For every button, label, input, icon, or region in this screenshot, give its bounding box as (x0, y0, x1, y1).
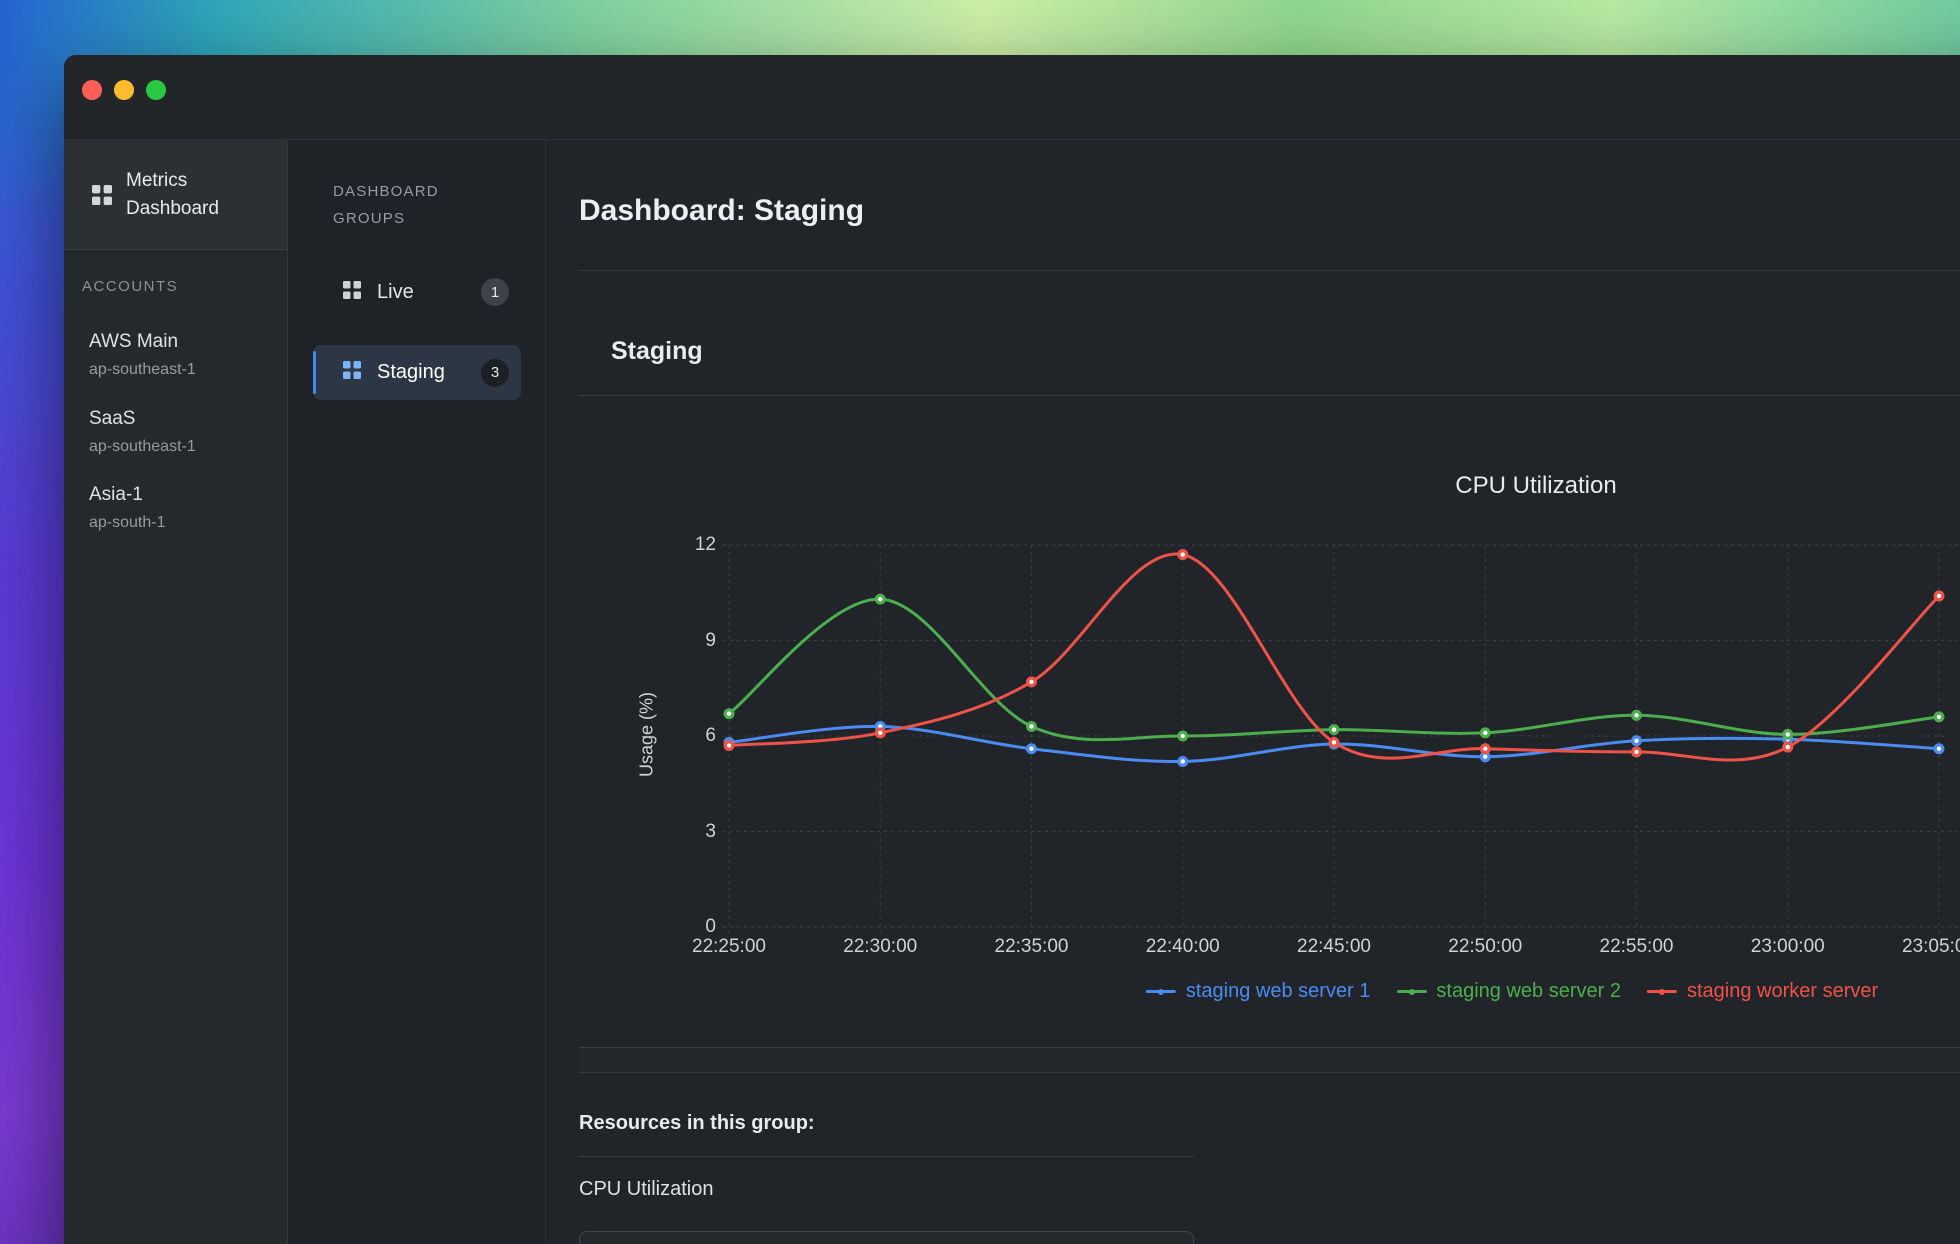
dashboard-groups-column: DASHBOARD GROUPS Live 1 (288, 140, 546, 1244)
group-grid-icon (343, 281, 361, 304)
group-label: Live (377, 281, 481, 304)
app-title-line1: Metrics (126, 167, 219, 195)
account-region: ap-south-1 (89, 513, 275, 533)
legend-label: staging web server 2 (1436, 980, 1621, 1003)
group-count-badge: 3 (481, 359, 509, 387)
app-title-line2: Dashboard (126, 195, 219, 223)
zoom-button[interactable] (146, 80, 166, 100)
account-region: ap-southeast-1 (89, 360, 275, 380)
group-item-staging[interactable]: Staging 3 (313, 345, 521, 400)
legend-marker-icon (1647, 985, 1677, 998)
x-tick-label: 22:30:00 (810, 936, 950, 958)
dashboard-groups-label-line1: DASHBOARD (333, 178, 493, 205)
legend-label: staging worker server (1687, 980, 1878, 1003)
cpu-chart-region: CPU Utilization Usage (%) staging web se… (546, 440, 1960, 1025)
account-region: ap-southeast-1 (89, 437, 275, 457)
resource-select[interactable]: × (579, 1231, 1194, 1244)
divider (579, 270, 1960, 271)
legend-label: staging web server 1 (1186, 980, 1371, 1003)
divider (579, 395, 1960, 396)
app-home-tile[interactable]: Metrics Dashboard (64, 140, 287, 250)
accounts-sidebar: Metrics Dashboard ACCOUNTS AWS Main ap-s… (64, 140, 288, 1244)
group-label: Staging (377, 361, 481, 384)
clear-icon[interactable]: × (1137, 1238, 1149, 1244)
panel-title: Staging (611, 337, 703, 366)
account-name: Asia-1 (89, 483, 275, 507)
minimize-button[interactable] (114, 80, 134, 100)
app-window: Metrics Dashboard ACCOUNTS AWS Main ap-s… (64, 55, 1960, 1244)
group-grid-icon (343, 361, 361, 384)
account-name: SaaS (89, 407, 275, 431)
legend-marker-icon (1396, 985, 1426, 998)
page-title: Dashboard: Staging (579, 194, 864, 228)
resources-heading: Resources in this group: (579, 1112, 815, 1135)
x-tick-label: 22:50:00 (1415, 936, 1555, 958)
x-tick-label: 22:45:00 (1264, 936, 1404, 958)
sidebar-item-asia-1[interactable]: Asia-1 ap-south-1 (89, 483, 275, 533)
y-tick-label: 12 (546, 534, 716, 556)
y-tick-label: 3 (546, 821, 716, 843)
traffic-lights (82, 80, 166, 100)
x-tick-label: 22:25:00 (659, 936, 799, 958)
section-strip (579, 1047, 1960, 1073)
dashboard-groups-label: DASHBOARD GROUPS (333, 178, 493, 232)
dashboard-groups-label-line2: GROUPS (333, 205, 493, 232)
y-tick-label: 9 (546, 630, 716, 652)
sidebar-item-aws-main[interactable]: AWS Main ap-southeast-1 (89, 330, 275, 380)
resource-item-label: CPU Utilization (579, 1178, 713, 1201)
group-count-badge: 1 (481, 278, 509, 306)
x-tick-label: 22:55:00 (1567, 936, 1707, 958)
account-name: AWS Main (89, 330, 275, 354)
legend-marker-icon (1146, 985, 1176, 998)
x-tick-label: 23:05:00 (1869, 936, 1960, 958)
divider (579, 1047, 1960, 1048)
legend-item[interactable]: staging worker server (1647, 980, 1878, 1003)
legend-item[interactable]: staging web server 1 (1146, 980, 1371, 1003)
group-item-live[interactable]: Live 1 (313, 266, 521, 318)
accounts-section-label: ACCOUNTS (82, 278, 178, 295)
x-tick-label: 23:00:00 (1718, 936, 1858, 958)
y-tick-label: 0 (546, 916, 716, 938)
divider (579, 1156, 1194, 1157)
dashboard-grid-icon (92, 185, 112, 210)
chart-title: CPU Utilization (1455, 472, 1616, 500)
y-tick-label: 6 (546, 725, 716, 747)
app-title: Metrics Dashboard (126, 167, 219, 223)
x-tick-label: 22:35:00 (962, 936, 1102, 958)
chart-legend: staging web server 1 staging web server 2… (1146, 980, 1878, 1003)
legend-item[interactable]: staging web server 2 (1396, 980, 1621, 1003)
close-button[interactable] (82, 80, 102, 100)
sidebar-item-saas[interactable]: SaaS ap-southeast-1 (89, 407, 275, 457)
main-content: Dashboard: Staging Staging CPU Utilizati… (546, 140, 1960, 1244)
titlebar (64, 55, 1960, 140)
x-tick-label: 22:40:00 (1113, 936, 1253, 958)
